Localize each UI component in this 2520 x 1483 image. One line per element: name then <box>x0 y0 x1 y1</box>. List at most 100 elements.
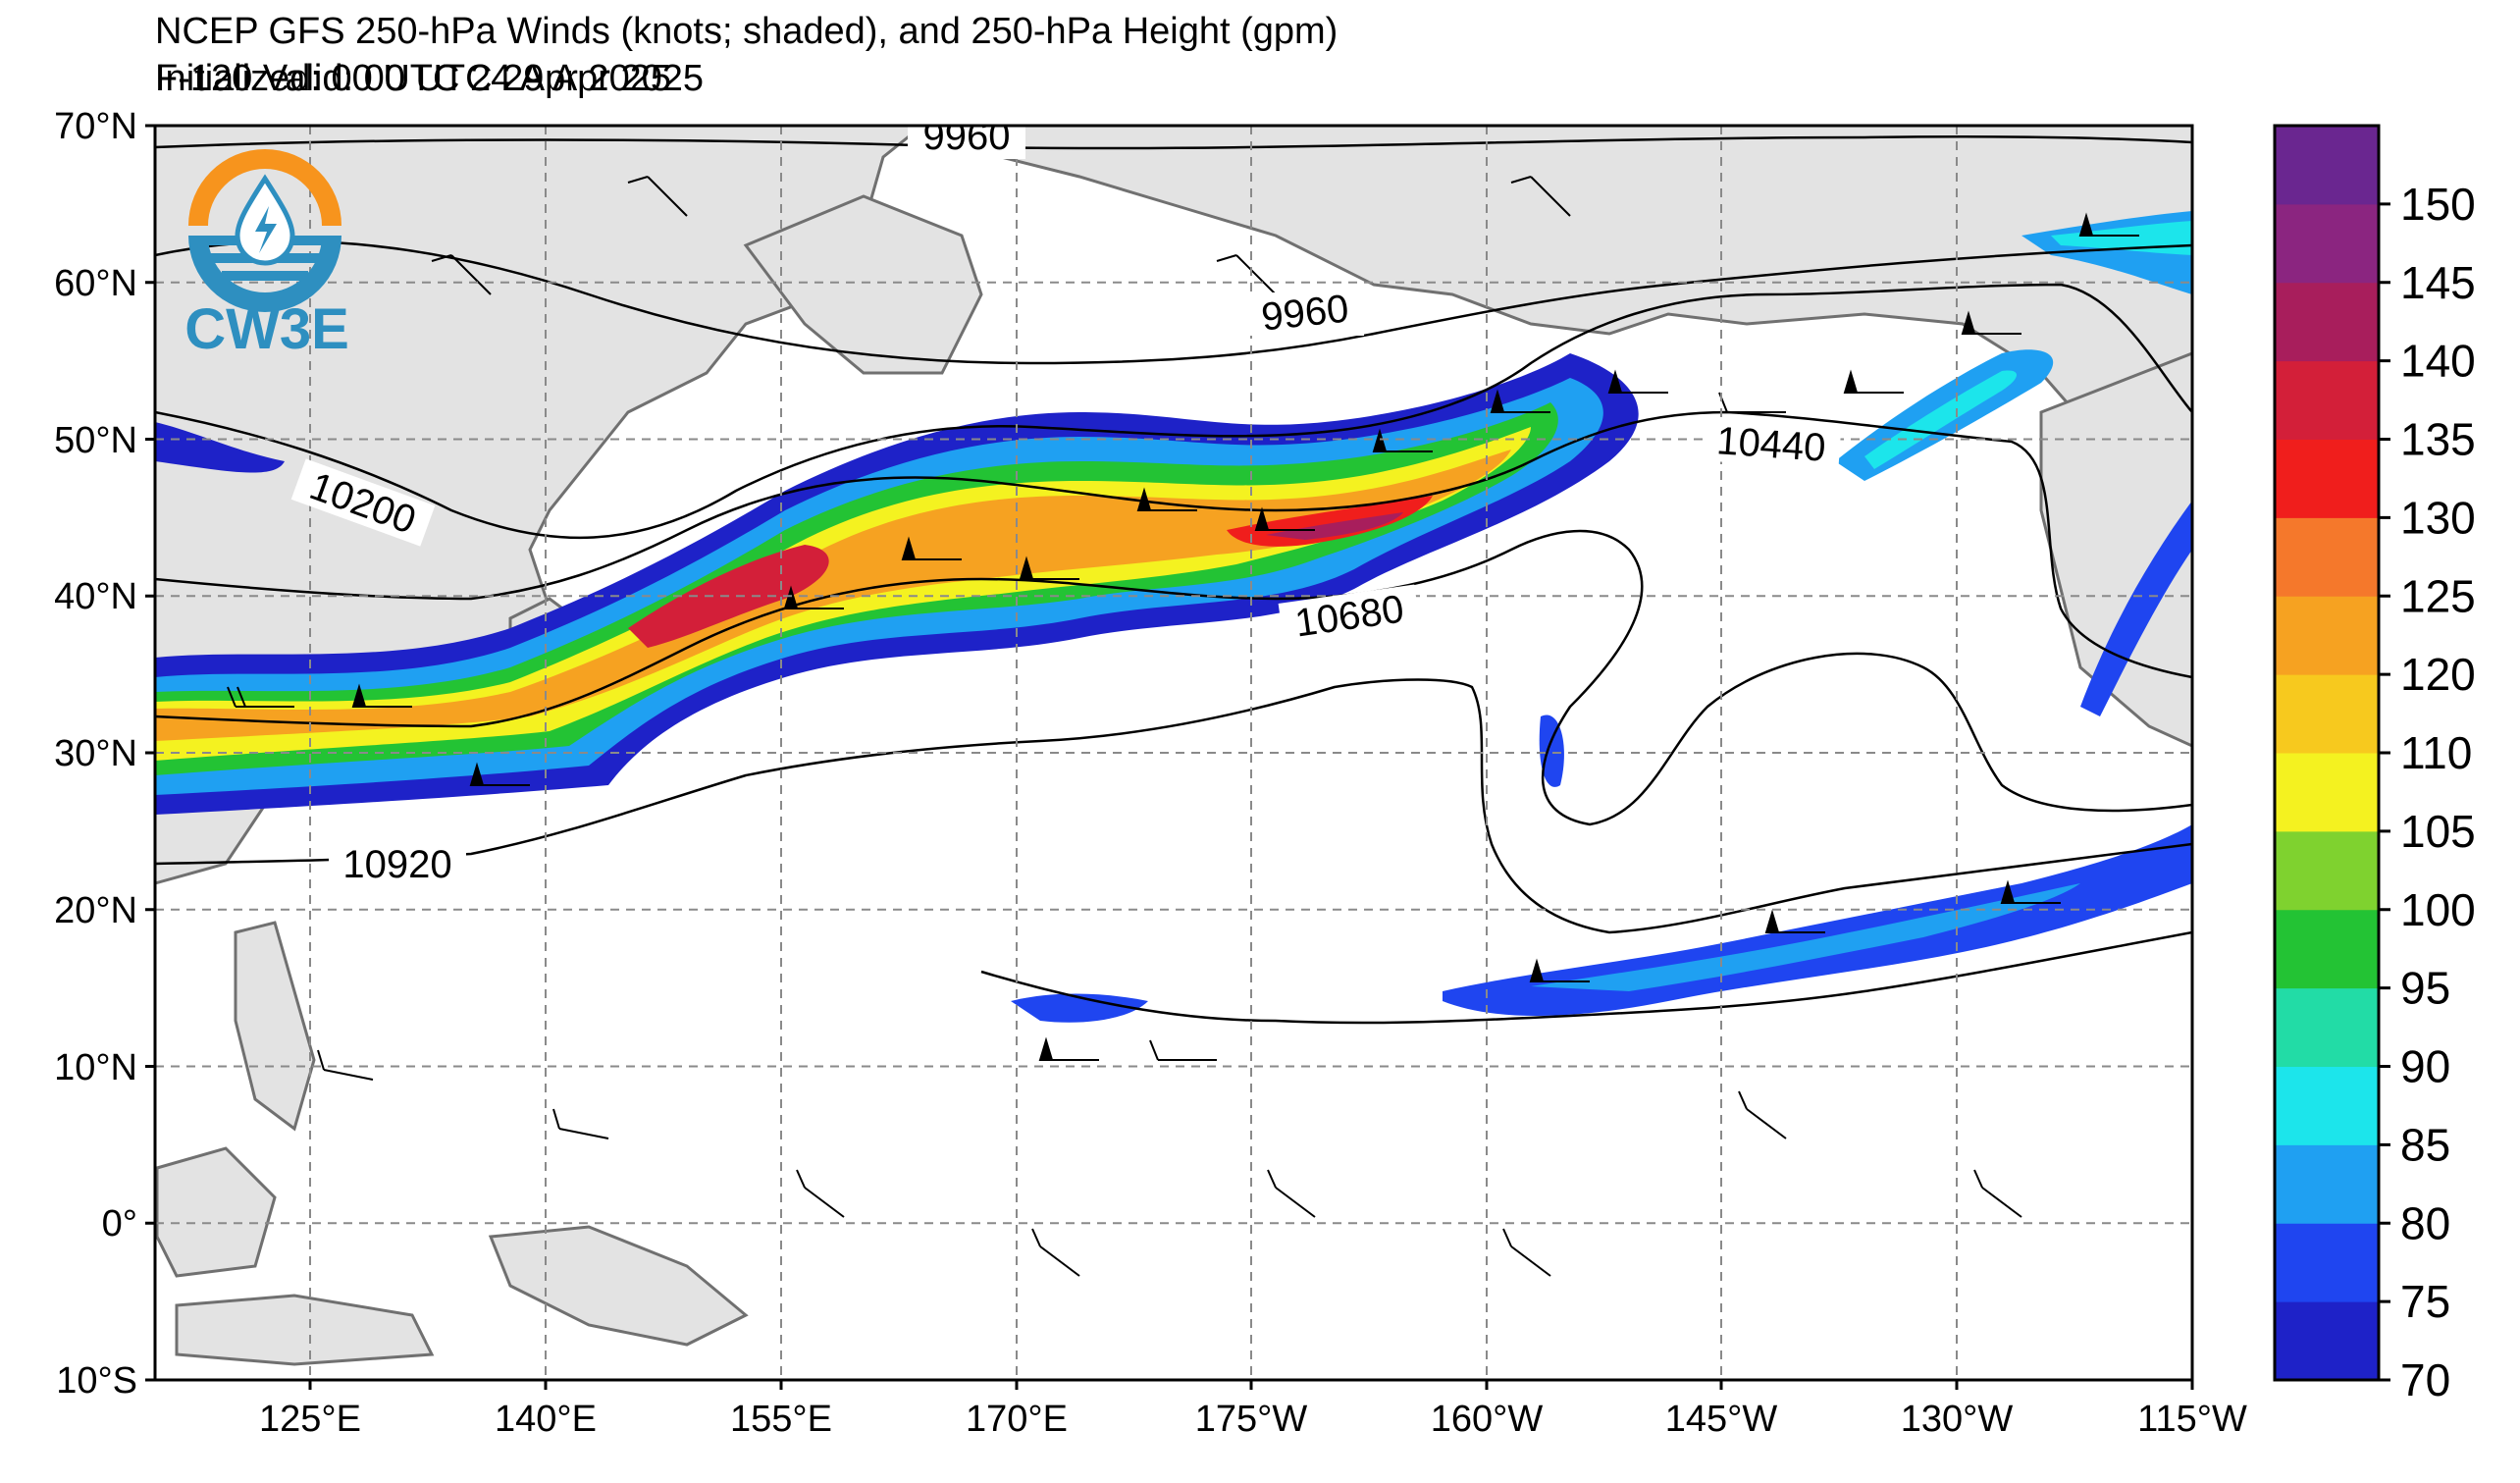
colorbar-segment <box>2275 1066 2379 1145</box>
wind-barb <box>469 762 530 786</box>
contour-label-10440: 10440 <box>1715 419 1827 470</box>
cutoff-low-jet <box>1539 715 1564 787</box>
colorbar-label: 120 <box>2400 649 2476 700</box>
wind-barb <box>317 1049 374 1081</box>
colorbar-label: 90 <box>2400 1041 2450 1092</box>
wind-barb <box>1973 1169 2022 1218</box>
wind-barb <box>1843 369 1904 394</box>
jet-band-west-70kt <box>155 422 285 473</box>
borneo <box>155 1146 277 1278</box>
lat-label: 20°N <box>54 890 137 931</box>
colorbar-label: 105 <box>2400 806 2476 857</box>
colorbar-segment <box>2275 126 2379 205</box>
height-contours <box>155 134 2192 1025</box>
wind-barb <box>1502 1228 1551 1277</box>
colorbar-segment <box>2275 439 2379 518</box>
contour-9960-north <box>155 134 2192 150</box>
colorbar-segment <box>2275 909 2379 989</box>
map-panel: 9960 9960 10200 10440 10680 10920 CW3E <box>155 115 2192 1380</box>
colorbar-label: 135 <box>2400 414 2476 465</box>
pacific-nw-jet-core <box>1864 370 2017 469</box>
wind-barb <box>1607 369 1668 394</box>
colorbar-segment <box>2275 1144 2379 1224</box>
contour-label-9960-north: 9960 <box>923 115 1011 158</box>
california-jet <box>2080 501 2192 716</box>
wind-barb <box>2078 212 2139 237</box>
longitude-axis: 125°E 140°E 155°E 170°E 175°W 160°W 145°… <box>259 1380 2247 1440</box>
north-america-west <box>2039 351 2192 748</box>
contour-10200 <box>155 283 2192 540</box>
wind-barb <box>1031 1228 1080 1277</box>
colorbar-segment <box>2275 360 2379 440</box>
colorbar-segment <box>2275 1223 2379 1302</box>
graticule <box>155 126 2192 1380</box>
lat-label: 30°N <box>54 733 137 774</box>
jet-core-135kt-east <box>1266 512 1403 540</box>
wind-barb <box>1254 506 1315 531</box>
lon-label: 130°W <box>1901 1399 2014 1440</box>
wind-barb <box>627 176 688 217</box>
lat-label: 40°N <box>54 576 137 617</box>
wind-barb <box>1216 254 1277 295</box>
colorbar-label: 130 <box>2400 492 2476 543</box>
lat-label: 10°N <box>54 1047 137 1088</box>
subtropical-jet-east <box>1443 824 2192 1016</box>
colorbar-segment <box>2275 203 2379 284</box>
cw3e-logo-text: CW3E <box>184 297 349 361</box>
colorbar-label: 150 <box>2400 179 2476 230</box>
colorbar-label: 145 <box>2400 257 2476 308</box>
contour-10920 <box>155 678 2192 934</box>
colorbar-segment <box>2275 830 2379 911</box>
colorbar-segment <box>2275 517 2379 597</box>
lat-label: 60°N <box>54 263 137 304</box>
latitude-axis: 70°N 60°N 50°N 40°N 30°N 20°N 10°N 0° 10… <box>54 106 155 1402</box>
lat-label: 0° <box>102 1203 137 1245</box>
contour-10440 <box>155 410 2192 679</box>
colorbar-label: 80 <box>2400 1197 2450 1248</box>
map-title: NCEP GFS 250-hPa Winds (knots; shaded), … <box>155 11 1339 52</box>
new-guinea <box>488 1225 749 1347</box>
contour-11040 <box>980 930 2192 1025</box>
wind-barb <box>1038 1036 1099 1061</box>
colorbar-label: 125 <box>2400 570 2476 621</box>
colorbar-segment <box>2275 674 2379 754</box>
colorbar-segment <box>2275 282 2379 362</box>
contour-10680 <box>155 529 2192 826</box>
colorbar-segment <box>2275 596 2379 675</box>
colorbar-label: 140 <box>2400 336 2476 387</box>
lon-label: 170°E <box>966 1399 1068 1440</box>
valid-time: F-120 Valid: 00 UTC 29 Apr 2025 <box>155 58 705 99</box>
lat-label: 10°S <box>56 1360 137 1402</box>
lat-label: 70°N <box>54 106 137 147</box>
indonesia-east <box>175 1294 435 1366</box>
colorbar-segment <box>2275 753 2379 832</box>
kamchatka <box>743 194 983 375</box>
wind-barb <box>552 1108 609 1139</box>
colorbar-segment <box>2275 1301 2379 1381</box>
colorbar-label: 75 <box>2400 1276 2450 1327</box>
colorbar-label: 85 <box>2400 1119 2450 1170</box>
wind-barb <box>1764 909 1825 933</box>
lon-label: 160°W <box>1431 1399 1544 1440</box>
wind-barb <box>1372 428 1433 452</box>
wind-barb <box>1529 958 1590 982</box>
wind-barb <box>901 536 962 560</box>
wind-barbs <box>227 176 2139 1277</box>
wind-barb <box>351 683 412 708</box>
contour-label-10920: 10920 <box>342 843 451 886</box>
contour-9960 <box>155 239 2192 365</box>
wind-barb <box>1136 487 1197 511</box>
land-masses <box>155 126 2192 1366</box>
wind-barb <box>1961 310 2021 335</box>
colorbar-label: 95 <box>2400 963 2450 1014</box>
wind-barb <box>1490 389 1550 413</box>
cw3e-logo-icon <box>188 149 341 226</box>
lon-label: 175°W <box>1195 1399 1308 1440</box>
colorbar-label: 110 <box>2400 727 2472 778</box>
colorbar: 70 75 80 85 90 95 100 105 110 120 125 130 135 140 145 1… <box>2273 124 2476 1405</box>
lon-label: 115°W <box>2137 1399 2247 1440</box>
colorbar-label: 70 <box>2400 1354 2450 1405</box>
wind-barb <box>2000 879 2061 904</box>
philippines <box>234 921 316 1132</box>
